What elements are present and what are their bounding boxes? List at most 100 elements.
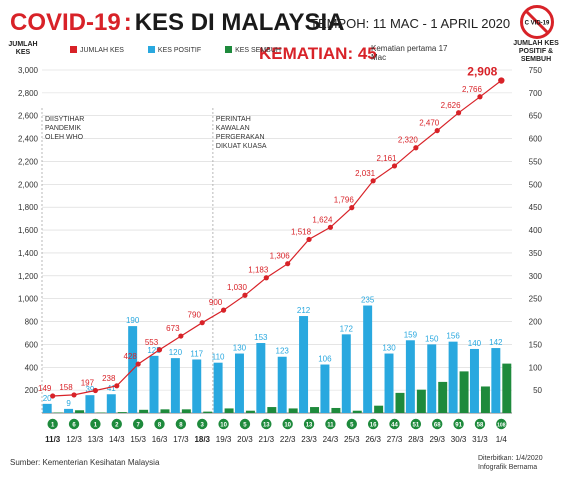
- total-label: 2,766: [462, 85, 483, 94]
- deaths-note: Kematian pertama 17 Mac: [371, 44, 448, 62]
- total-label: 158: [59, 383, 73, 392]
- annotation-text: DIKUAT KUASA: [216, 143, 267, 150]
- total-label: 1,518: [291, 227, 312, 236]
- bar-label-positive: 130: [233, 344, 247, 353]
- recovered-badge-label: 2: [115, 423, 119, 429]
- x-tick-label: 25/3: [344, 435, 360, 444]
- total-point: [50, 393, 56, 399]
- legend-label-total: JUMLAH KES: [80, 47, 124, 54]
- bar-recovered: [374, 405, 384, 413]
- recovered-badge: [496, 418, 507, 430]
- credit: Infografik Bernama: [478, 464, 538, 471]
- right-tick-label: 650: [529, 112, 543, 121]
- recovered-badge-label: 13: [263, 423, 270, 429]
- recovered-badge-label: 5: [350, 423, 354, 429]
- left-tick-label: 3,000: [18, 66, 39, 75]
- deaths-label: KEMATIAN: 45: [259, 44, 377, 63]
- bar-positive: [491, 348, 501, 413]
- bar-label-positive: 190: [126, 316, 140, 325]
- bar-positive: [192, 359, 202, 413]
- total-label: 900: [209, 298, 223, 307]
- legend-item-positive: KES POSITIF: [147, 46, 202, 54]
- left-tick-label: 2,000: [18, 180, 39, 189]
- total-label: 1,796: [334, 196, 355, 205]
- total-point: [135, 361, 141, 367]
- recovered-badge: [132, 418, 144, 430]
- bar-recovered: [181, 409, 191, 413]
- x-tick-label: 24/3: [323, 435, 339, 444]
- period-label: TEMPOH: 11 MAC - 1 APRIL 2020: [310, 16, 511, 31]
- recovered-badge-label: 8: [158, 423, 162, 429]
- x-tick-label: 14/3: [109, 435, 125, 444]
- total-point: [455, 110, 462, 116]
- bar-label-positive: 142: [489, 338, 503, 347]
- recovered-badge: [239, 418, 251, 430]
- recovered-badge: [111, 418, 122, 430]
- bar-recovered: [416, 389, 426, 413]
- bar-positive: [405, 340, 415, 413]
- recovered-badge-label: 68: [434, 423, 441, 429]
- legend-label-positive: KES POSITIF: [157, 47, 202, 54]
- no-virus-icon: C VID-19: [520, 5, 554, 39]
- left-tick-label: 2,200: [18, 157, 39, 166]
- bar-recovered: [117, 412, 127, 413]
- right-tick-label: 350: [529, 249, 543, 258]
- bar-positive: [277, 356, 287, 413]
- left-tick-label: 400: [25, 363, 39, 372]
- x-tick-label: 29/3: [429, 435, 445, 444]
- bar-recovered: [267, 407, 277, 413]
- annotation-text: PERGERAKAN: [216, 134, 265, 141]
- recovered-badge: [367, 418, 379, 430]
- annotation-text: PERINTAH: [216, 116, 251, 123]
- bar-label-positive: 9: [66, 399, 71, 408]
- x-tick-label: 18/3: [194, 435, 210, 444]
- title-covid: COVID-19: [10, 9, 121, 36]
- total-point: [156, 347, 163, 353]
- bar-recovered: [331, 407, 341, 413]
- bar-positive: [213, 362, 223, 413]
- bar-positive: [448, 341, 458, 413]
- left-tick-label: 1,800: [18, 203, 39, 212]
- left-axis-title: JUMLAH KES: [8, 41, 38, 56]
- left-tick-label: 600: [25, 340, 39, 349]
- total-point: [263, 275, 269, 281]
- x-tick-label: 26/3: [365, 435, 381, 444]
- recovered-badge: [325, 418, 336, 430]
- recovered-badge: [68, 418, 80, 430]
- x-tick-label: 23/3: [301, 435, 317, 444]
- total-label: 553: [145, 338, 159, 347]
- recovered-badge-label: 16: [370, 423, 377, 429]
- x-tick-label: 22/3: [280, 435, 296, 444]
- total-label: 1,030: [227, 283, 248, 292]
- x-tick-label: 12/3: [66, 435, 82, 444]
- bar-recovered: [160, 409, 170, 413]
- bar-positive: [341, 334, 351, 413]
- icon-label: C VID-19: [525, 21, 550, 27]
- right-axis-title: JUMLAH KES POSITIF & SEMBUH: [513, 40, 559, 63]
- total-label: 2,161: [376, 154, 397, 163]
- legend-item-recovered: KES SEMBUH: [225, 46, 281, 54]
- x-tick-label: 11/3: [45, 435, 61, 444]
- bar-recovered: [480, 386, 490, 413]
- total-point: [220, 307, 227, 313]
- bar-recovered: [245, 410, 255, 413]
- total-label: 790: [188, 311, 202, 320]
- bar-label-positive: 120: [169, 348, 183, 357]
- bar-recovered: [438, 381, 448, 413]
- bar-positive: [299, 316, 309, 413]
- recovered-badge: [410, 418, 422, 430]
- right-tick-label: 450: [529, 203, 543, 212]
- annotation-text: PANDEMIK: [45, 125, 81, 132]
- bar-label-positive: 235: [361, 296, 375, 305]
- right-tick-label: 250: [529, 295, 543, 304]
- bar-positive: [106, 394, 116, 413]
- right-tick-label: 100: [529, 363, 543, 372]
- recovered-badge: [389, 418, 400, 430]
- left-tick-label: 200: [25, 386, 39, 395]
- recovered-badge: [90, 418, 101, 430]
- recovered-badge: [261, 418, 272, 430]
- bar-label-positive: 153: [254, 333, 268, 342]
- total-point: [391, 163, 398, 169]
- bar-positive: [256, 343, 266, 413]
